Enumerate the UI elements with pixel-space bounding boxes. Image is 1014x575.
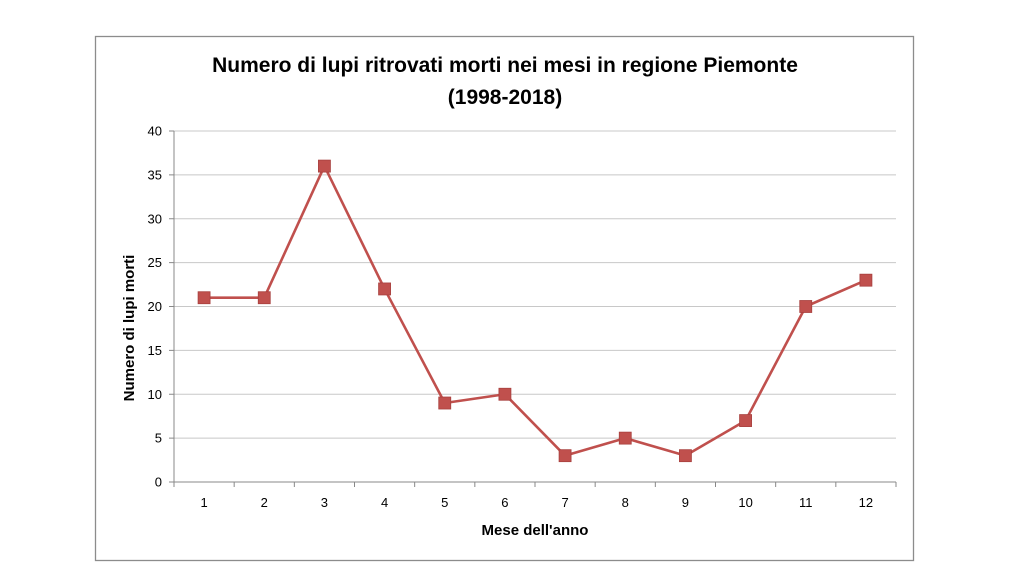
x-tick-label: 1 (200, 495, 207, 510)
chart-title-line-2: (1998-2018) (448, 86, 562, 109)
y-tick-label: 40 (148, 124, 162, 139)
y-tick-labels: 0 5 10 15 20 25 30 35 40 (148, 124, 162, 490)
y-axis-title: Numero di lupi morti (121, 255, 138, 402)
x-tick-label: 4 (381, 495, 388, 510)
data-point-month-11 (799, 300, 813, 313)
data-point-month-1 (197, 291, 211, 305)
x-tick-label: 2 (261, 495, 268, 510)
x-tick-label: 3 (321, 495, 328, 510)
data-point-month-5 (438, 396, 452, 410)
x-tick-label: 5 (441, 495, 448, 510)
y-tick-label: 30 (148, 211, 162, 226)
x-tick-label: 6 (501, 495, 508, 510)
data-point-month-10 (739, 414, 752, 427)
x-tick-label: 11 (799, 495, 813, 510)
y-tick-label: 15 (148, 343, 162, 358)
data-point-month-8 (618, 431, 632, 445)
y-tick-label: 10 (148, 387, 162, 402)
y-tick-label: 20 (148, 299, 162, 314)
series-line (204, 164, 867, 457)
y-tick-label: 35 (148, 167, 162, 182)
data-point-month-3 (318, 159, 331, 173)
x-axis-title: Mese dell'anno (482, 522, 589, 539)
data-point-month-6 (498, 387, 512, 401)
x-tick-label: 9 (682, 495, 689, 510)
x-tick-label: 7 (561, 495, 568, 510)
chart-title-line-1: Numero di lupi ritrovati morti nei mesi … (212, 54, 798, 77)
x-tick-label: 12 (859, 495, 873, 510)
y-tick-label: 5 (155, 431, 162, 446)
data-point-month-4 (378, 282, 391, 296)
data-point-month-7 (558, 449, 572, 463)
data-point-month-12 (859, 273, 873, 287)
y-tick-label: 0 (155, 475, 162, 490)
axes (169, 130, 897, 487)
data-point-month-9 (679, 449, 692, 463)
data-series (197, 159, 873, 463)
y-tick-label: 25 (148, 255, 162, 270)
gridlines (174, 130, 896, 439)
x-tick-labels: 1 2 3 4 5 6 7 8 9 10 11 12 (200, 495, 873, 510)
x-tick-label: 8 (622, 495, 629, 510)
x-tick-label: 10 (738, 495, 752, 510)
data-point-month-2 (257, 291, 271, 305)
